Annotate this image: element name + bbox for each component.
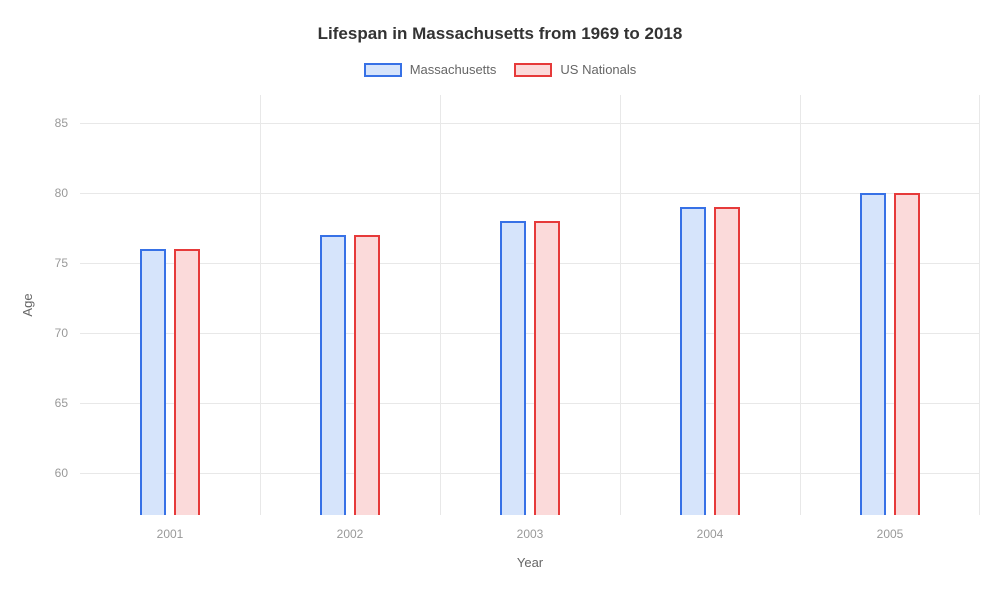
y-tick-label: 85 xyxy=(28,116,68,130)
grid-line-vertical xyxy=(620,95,621,515)
grid-line-vertical xyxy=(800,95,801,515)
legend-swatch xyxy=(514,63,552,77)
y-tick-label: 60 xyxy=(28,466,68,480)
x-tick-label: 2002 xyxy=(337,527,364,541)
x-tick-label: 2001 xyxy=(157,527,184,541)
grid-line-horizontal xyxy=(80,193,980,194)
bar xyxy=(680,207,706,515)
bar xyxy=(174,249,200,515)
legend-swatch xyxy=(364,63,402,77)
y-tick-label: 75 xyxy=(28,256,68,270)
grid-line-vertical xyxy=(440,95,441,515)
bar xyxy=(320,235,346,515)
bar xyxy=(894,193,920,515)
legend-label: US Nationals xyxy=(560,62,636,77)
legend-item: US Nationals xyxy=(514,62,636,77)
bar xyxy=(354,235,380,515)
x-tick-label: 2004 xyxy=(697,527,724,541)
grid-line-horizontal xyxy=(80,473,980,474)
bar xyxy=(714,207,740,515)
grid-line-horizontal xyxy=(80,263,980,264)
y-tick-label: 70 xyxy=(28,326,68,340)
grid-line-vertical xyxy=(260,95,261,515)
plot-area xyxy=(80,95,980,515)
x-tick-label: 2005 xyxy=(877,527,904,541)
y-tick-label: 65 xyxy=(28,396,68,410)
x-tick-label: 2003 xyxy=(517,527,544,541)
legend-item: Massachusetts xyxy=(364,62,497,77)
bar xyxy=(140,249,166,515)
grid-line-vertical xyxy=(979,95,980,515)
bar xyxy=(500,221,526,515)
grid-line-horizontal xyxy=(80,333,980,334)
chart-title: Lifespan in Massachusetts from 1969 to 2… xyxy=(0,24,1000,44)
chart-legend: Massachusetts US Nationals xyxy=(0,62,1000,77)
x-axis-label: Year xyxy=(517,555,543,570)
bar xyxy=(534,221,560,515)
lifespan-chart: Lifespan in Massachusetts from 1969 to 2… xyxy=(0,0,1000,600)
grid-line-horizontal xyxy=(80,403,980,404)
legend-label: Massachusetts xyxy=(410,62,497,77)
y-axis-label: Age xyxy=(20,293,35,316)
bar xyxy=(860,193,886,515)
grid-line-horizontal xyxy=(80,123,980,124)
y-tick-label: 80 xyxy=(28,186,68,200)
